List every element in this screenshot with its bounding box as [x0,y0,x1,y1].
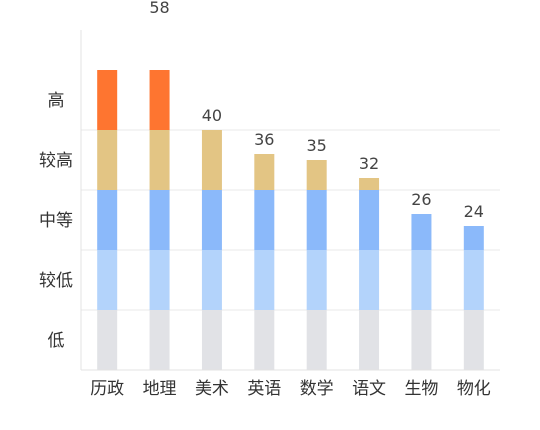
bar-segment [201,310,222,370]
bar-segment [149,250,170,310]
bar-segment [306,160,327,190]
value-label: 24 [464,202,484,221]
bar-segment [97,130,118,190]
value-label: 32 [359,154,379,173]
y-level-label: 高 [48,91,65,111]
category-labels: 历政 地理 美术 英语 数学 语文 生物 物化 [90,379,491,399]
bar-segment [306,190,327,250]
bar-segment [201,250,222,310]
bar-segment [97,190,118,250]
bar-segment [411,250,432,310]
category-label: 语文 [352,379,386,399]
y-level-label: 较高 [39,151,73,171]
bar-segment [306,250,327,310]
bar-segment [97,250,118,310]
bar-segment [306,310,327,370]
bar-segment [359,178,380,190]
bar-segment [254,190,275,250]
bar-segment [254,250,275,310]
bar-segment [254,310,275,370]
category-label: 历政 [90,379,124,399]
grid-lines [81,129,500,311]
value-labels: 6458403635322624 [149,0,484,221]
bar-segment [201,190,222,250]
bar-segment [411,310,432,370]
value-label: 35 [307,136,327,155]
bar-segment [463,310,484,370]
category-label: 数学 [300,379,334,399]
bar-segment [359,190,380,250]
y-level-label: 较低 [39,271,73,291]
bar-segment [411,214,432,250]
bars [97,70,484,370]
bar-segment [463,226,484,250]
value-label: 36 [254,130,274,149]
bar-segment [463,250,484,310]
category-label: 美术 [195,379,229,399]
value-label: 58 [149,0,169,17]
bar-segment [97,70,118,130]
bar-segment [149,190,170,250]
category-label: 英语 [247,379,281,399]
bar-segment [254,154,275,190]
bar-segment [201,130,222,190]
category-label: 物化 [457,379,491,399]
bar-segment [359,310,380,370]
bar-segment [359,250,380,310]
category-label: 生物 [404,379,438,399]
bar-segment [149,70,170,130]
bar-segment [149,310,170,370]
value-label: 40 [202,106,222,125]
y-level-label: 低 [48,331,65,351]
bar-segment [149,130,170,190]
value-label: 26 [411,190,431,209]
y-level-label: 中等 [39,211,73,231]
category-label: 地理 [143,379,177,399]
bar-segment [97,310,118,370]
